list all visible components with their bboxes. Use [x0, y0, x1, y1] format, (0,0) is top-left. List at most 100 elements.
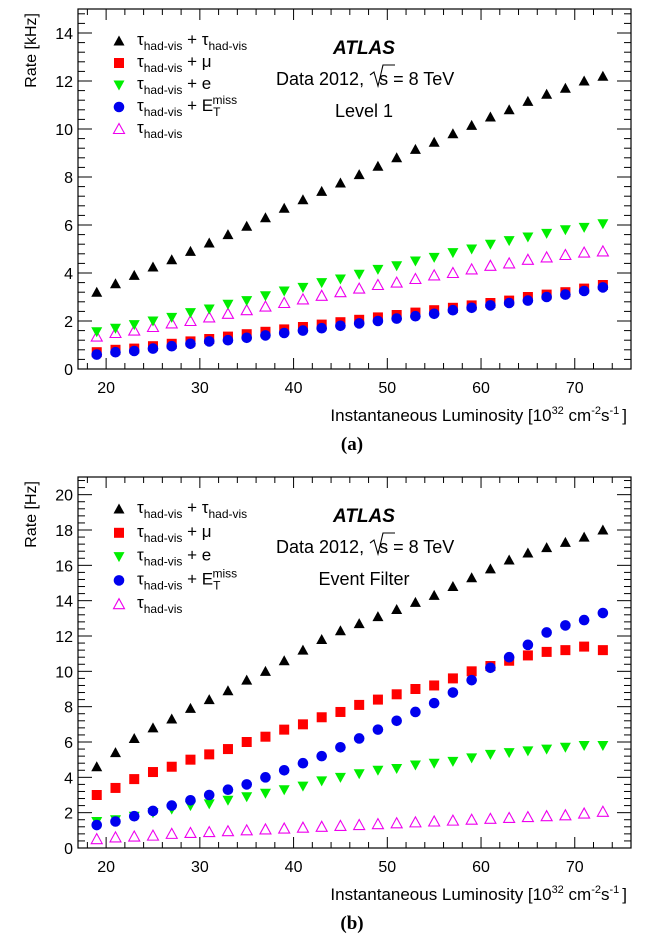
data-point [353, 618, 365, 629]
data-point [466, 572, 478, 583]
data-point [315, 289, 329, 301]
plot-frame [77, 476, 632, 849]
data-point [260, 731, 271, 742]
series-1 [91, 641, 608, 800]
x-tick-label: 30 [191, 380, 209, 397]
data-point [485, 300, 496, 311]
data-point [334, 819, 347, 831]
data-point [165, 316, 179, 329]
data-point [597, 741, 609, 752]
data-point [147, 722, 159, 733]
data-point [522, 639, 534, 651]
y-tick-label: 16 [55, 558, 73, 575]
y-tick-label: 4 [64, 266, 73, 283]
data-point [221, 307, 235, 319]
data-point [315, 820, 329, 832]
data-point [502, 811, 516, 824]
data-point [259, 788, 271, 799]
run-info-label: Data 2012, s = 8 TeV [276, 537, 454, 557]
legend-marker [113, 503, 125, 514]
data-point [391, 313, 402, 324]
data-point [503, 297, 515, 309]
series-3 [91, 282, 609, 360]
data-point [91, 790, 102, 800]
legend-entry-label: τhad-vis [137, 118, 182, 141]
data-point [259, 665, 271, 676]
data-point [240, 823, 254, 836]
data-point [352, 818, 366, 831]
data-point [540, 809, 554, 822]
data-point [578, 741, 590, 752]
data-point [447, 128, 459, 139]
data-point [90, 832, 104, 845]
run-info-label: Data 2012, s = 8 TeV [276, 69, 454, 89]
data-point [522, 746, 534, 757]
data-point [428, 589, 440, 600]
y-tick-label: 0 [64, 362, 73, 379]
data-point [597, 219, 609, 230]
data-point [241, 792, 253, 803]
legend-marker [113, 80, 125, 91]
data-point [184, 826, 197, 839]
data-point [203, 799, 215, 810]
legend-marker [113, 35, 125, 46]
data-point [391, 689, 402, 700]
legend-marker [113, 575, 125, 586]
data-point [222, 744, 233, 755]
y-axis-label: Rate [Hz] [23, 481, 40, 548]
legend-marker [113, 101, 125, 113]
data-point [202, 310, 216, 323]
data-point [578, 285, 590, 297]
data-point [146, 320, 160, 333]
data-point [241, 220, 253, 231]
data-point [447, 756, 459, 767]
data-point [503, 748, 515, 759]
y-tick-label: 10 [55, 664, 73, 681]
data-point [466, 244, 478, 255]
data-point [353, 733, 365, 744]
data-point [559, 225, 571, 236]
data-point [147, 261, 159, 272]
data-point [485, 662, 496, 674]
data-point [560, 645, 571, 656]
data-point [278, 764, 290, 776]
x-tick-label: 40 [285, 859, 303, 876]
data-point [334, 285, 347, 298]
data-point [203, 237, 215, 248]
data-point [353, 269, 365, 280]
data-point [522, 295, 534, 306]
data-point [277, 296, 291, 309]
data-point [428, 758, 440, 769]
data-point [541, 646, 552, 657]
data-point [128, 345, 140, 357]
data-point [391, 764, 403, 774]
data-point [522, 547, 534, 558]
data-point [502, 256, 516, 269]
y-tick-label: 12 [55, 629, 73, 646]
data-point [316, 712, 327, 723]
data-point [371, 817, 385, 830]
data-point [372, 724, 384, 735]
data-point [166, 254, 178, 265]
data-point [466, 674, 477, 686]
sqrt-sign [369, 64, 395, 89]
data-point [577, 245, 591, 258]
data-point [241, 737, 252, 747]
data-point [109, 747, 121, 758]
data-point [466, 119, 478, 130]
x-tick-label: 20 [97, 380, 115, 397]
data-point [221, 824, 235, 837]
data-point [203, 336, 215, 347]
data-point [578, 222, 590, 233]
x-tick-label: 50 [378, 380, 396, 397]
data-point [540, 250, 554, 263]
chart-panel-b: 20 30 40 50 60 70 0 2 4 6 8 10 12 14 16 18 20 Rate [Hz] In… [23, 476, 632, 934]
data-point [222, 299, 234, 310]
series-2 [91, 219, 609, 338]
data-point [147, 343, 159, 354]
legend-entry-label: τhad-vis + μ [137, 52, 212, 75]
data-point [522, 95, 534, 106]
y-axis-label: Rate [kHz] [23, 13, 40, 88]
data-point [241, 332, 253, 344]
